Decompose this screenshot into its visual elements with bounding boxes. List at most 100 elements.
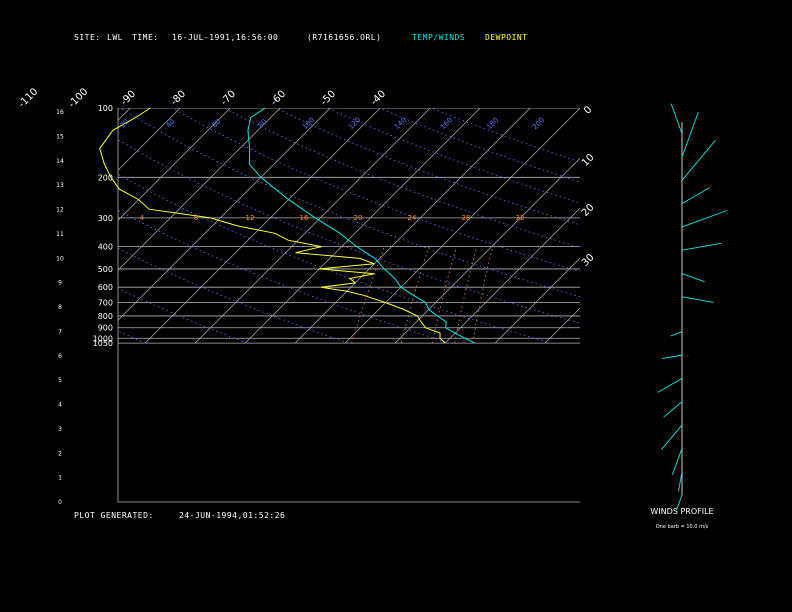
mixing-ratio-label: 12 <box>246 214 255 222</box>
adiabat-label: 40 <box>165 118 177 130</box>
adiabat-label: 200 <box>531 116 546 131</box>
height-tick-label: 14 <box>56 158 64 165</box>
height-tick-label: 7 <box>58 328 62 335</box>
height-tick-label: 0 <box>58 499 62 506</box>
height-tick-label: 10 <box>56 255 64 262</box>
plot-generated-label: PLOT GENERATED: <box>74 511 154 520</box>
isotherm-label-right: 0 <box>582 104 594 116</box>
isotherm-line <box>394 157 580 344</box>
pressure-tick-label: 700 <box>98 299 113 308</box>
pressure-tick-label: 900 <box>98 324 113 333</box>
wind-barb <box>681 111 699 158</box>
isotherm-label-top: -70 <box>219 89 238 108</box>
wind-barb <box>681 273 705 283</box>
chart-labels: 1002003004005006007008009001000105001234… <box>17 86 597 506</box>
wind-barb <box>670 103 683 134</box>
pressure-tick-label: 400 <box>98 243 113 252</box>
wind-barb <box>681 187 710 204</box>
mixing-ratio-label: 8 <box>194 214 198 222</box>
dry-adiabat-line <box>118 330 146 344</box>
isotherm-line <box>118 108 231 221</box>
wind-barb <box>662 354 683 360</box>
legend-temp-winds: TEMP/WINDS <box>412 33 466 42</box>
pressure-tick-label: 200 <box>98 173 113 182</box>
isotherm-label-top: -40 <box>369 89 388 108</box>
wind-barb <box>670 331 683 337</box>
isotherm-line <box>118 108 131 121</box>
isotherm-line <box>0 108 30 343</box>
pressure-tick-label: 1050 <box>93 339 113 348</box>
chart-lines <box>99 107 476 344</box>
isotherm-line <box>444 207 580 344</box>
mixing-ratio-line <box>454 246 478 344</box>
isotherm-label-top: -90 <box>119 89 138 108</box>
height-tick-label: 2 <box>58 450 62 457</box>
isotherm-label-top: -50 <box>319 89 338 108</box>
site-value: LWL <box>107 33 123 42</box>
height-tick-label: 1 <box>58 475 62 482</box>
mixing-ratio-label: 16 <box>300 214 309 222</box>
dry-adiabat-line <box>172 108 580 273</box>
isotherm-line <box>344 108 580 344</box>
mixing-ratio-label: 32 <box>516 214 525 222</box>
isotherm-line <box>118 108 281 271</box>
legend-dewpoint: DEWPOINT <box>485 33 528 42</box>
height-tick-label: 13 <box>56 182 64 189</box>
wind-barb <box>681 296 714 303</box>
adiabat-label: 140 <box>393 116 408 131</box>
plot-area <box>0 108 792 344</box>
wind-profile <box>657 103 728 511</box>
adiabat-label: 160 <box>439 116 454 131</box>
pressure-tick-label: 500 <box>98 265 113 274</box>
isotherm-label-right: 20 <box>580 202 597 219</box>
isotherm-line <box>294 108 531 344</box>
isotherm-line <box>194 108 431 344</box>
isotherm-line <box>244 108 481 344</box>
isotherm-line <box>595 108 792 343</box>
dry-adiabat-line <box>379 108 580 183</box>
dry-adiabat-line <box>223 108 580 249</box>
wind-profile-note: One barb = 10.0 m/s <box>656 524 709 530</box>
wind-barb <box>676 494 683 511</box>
height-tick-label: 15 <box>56 133 64 140</box>
dry-adiabat-line <box>118 139 580 324</box>
wind-barb <box>671 448 683 475</box>
adiabat-label: 80 <box>257 118 269 130</box>
isotherm-line <box>494 257 580 344</box>
mixing-ratio-label: 4 <box>140 214 145 222</box>
dry-adiabat-line <box>120 108 580 298</box>
plot-generated-value: 24-JUN-1994,01:52:26 <box>179 511 286 520</box>
height-tick-label: 4 <box>58 402 62 409</box>
adiabat-label: 20 <box>119 118 131 130</box>
mixing-ratio-line <box>400 246 430 344</box>
wind-barb <box>681 242 722 251</box>
adiabat-label: 100 <box>301 116 316 131</box>
isotherm-line <box>544 307 580 344</box>
dry-adiabat-line <box>118 247 349 344</box>
file-name: (R7161656.ORL) <box>307 33 382 42</box>
chart-grid <box>0 108 792 503</box>
isotherm-label-top: -80 <box>169 89 188 108</box>
dry-adiabat-line <box>431 108 580 163</box>
wind-profile-title: WINDS PROFILE <box>650 507 713 516</box>
mixing-ratio-line <box>472 246 494 344</box>
mixing-ratio-label: 28 <box>462 214 471 222</box>
dewpoint-profile-line <box>99 107 446 344</box>
dry-adiabat-line <box>118 173 552 344</box>
wind-barb <box>657 378 683 393</box>
isotherm-label-top: -100 <box>67 86 91 110</box>
mixing-ratio-label: 24 <box>408 214 417 222</box>
height-tick-label: 9 <box>58 280 62 287</box>
wind-barb <box>661 424 683 450</box>
isotherm-line <box>118 108 331 321</box>
height-tick-label: 8 <box>58 304 62 311</box>
wind-barb <box>663 401 683 418</box>
mixing-ratio-label: 20 <box>354 214 363 222</box>
height-tick-label: 12 <box>56 207 64 214</box>
height-tick-label: 6 <box>58 353 62 360</box>
wind-barb <box>678 471 683 492</box>
height-tick-label: 11 <box>56 231 64 238</box>
dry-adiabat-line <box>327 108 580 204</box>
site-label: SITE: <box>74 33 101 42</box>
